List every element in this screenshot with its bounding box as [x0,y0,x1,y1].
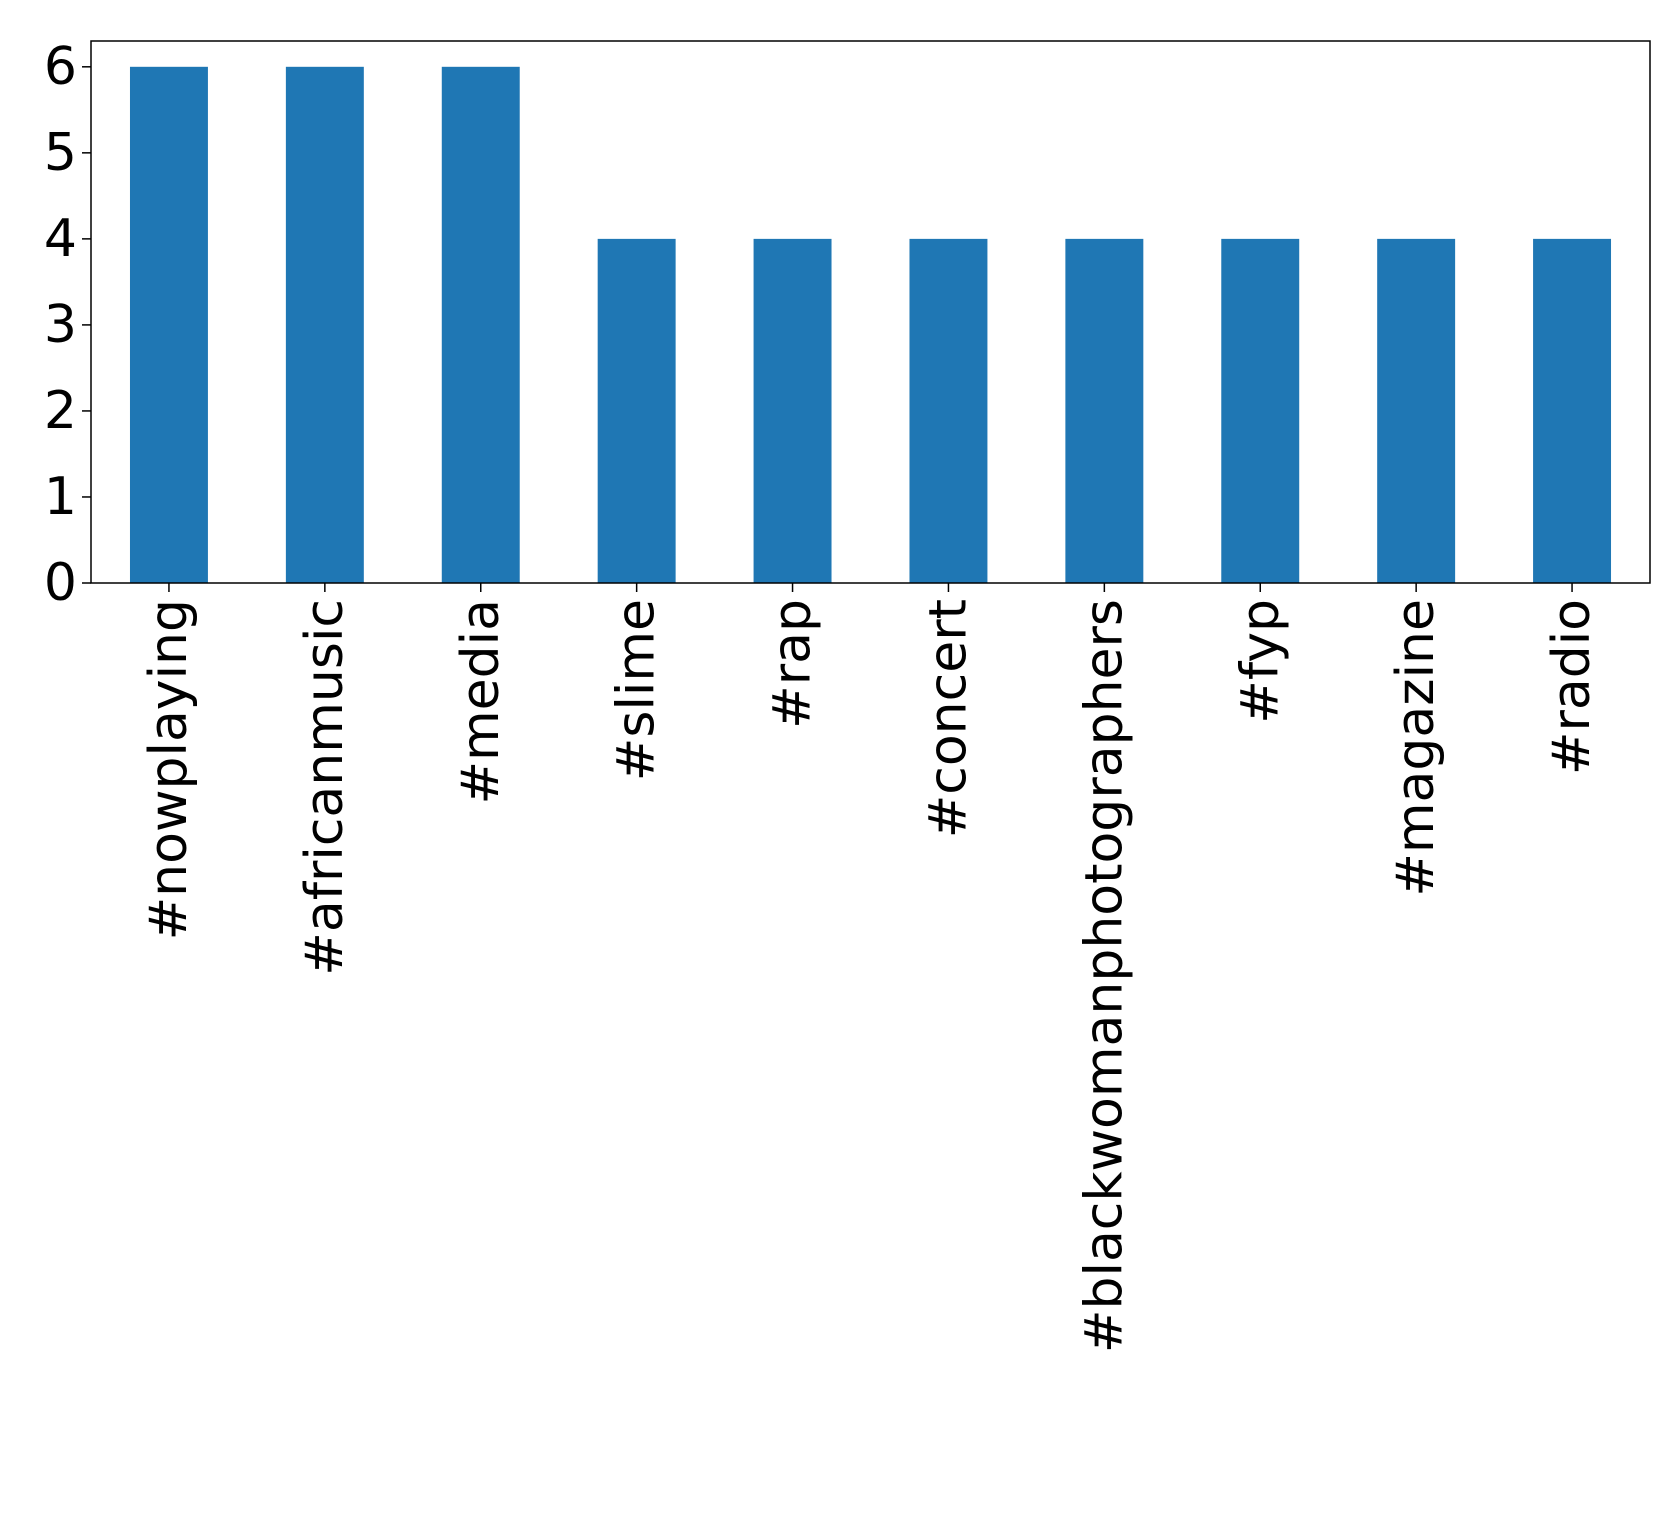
x-tick-label: #africanmusic [295,599,355,976]
bars-group [129,66,1612,584]
x-tick-label: #magazine [1386,599,1446,897]
x-tick-label: #radio [1542,599,1602,775]
x-tick-label: #media [451,599,511,805]
bar-fyp [1221,238,1300,583]
y-tick-label: 4 [44,209,77,269]
bar-magazine [1377,238,1456,583]
bar-nowplaying [129,66,208,584]
x-axis: #nowplaying #africanmusic #media #slime #rap… [139,583,1602,1353]
bar-africanmusic [285,66,364,584]
x-tick-label: #fyp [1230,599,1290,724]
plot-frame [90,40,1651,584]
bar-concert [909,238,988,583]
bar-radio [1533,238,1612,583]
x-tick-label: #nowplaying [139,599,199,940]
x-tick-label: #blackwomanphotographers [1074,599,1134,1353]
x-tick-label: #rap [763,599,823,729]
x-tick-label: #slime [607,599,667,781]
y-tick-label: 1 [44,467,77,527]
y-tick-label: 6 [44,37,77,97]
y-tick-label: 0 [44,553,77,613]
y-tick-label: 5 [44,123,77,183]
x-tick-label: #concert [918,599,978,838]
bar-media [441,66,520,584]
y-tick-label: 3 [44,295,77,355]
y-tick-label: 2 [44,381,77,441]
bar-slime [597,238,676,583]
y-axis: 0 1 2 3 4 5 6 [44,37,91,613]
bar-blackwomanphotographers [1065,238,1144,583]
bar-rap [753,238,832,583]
